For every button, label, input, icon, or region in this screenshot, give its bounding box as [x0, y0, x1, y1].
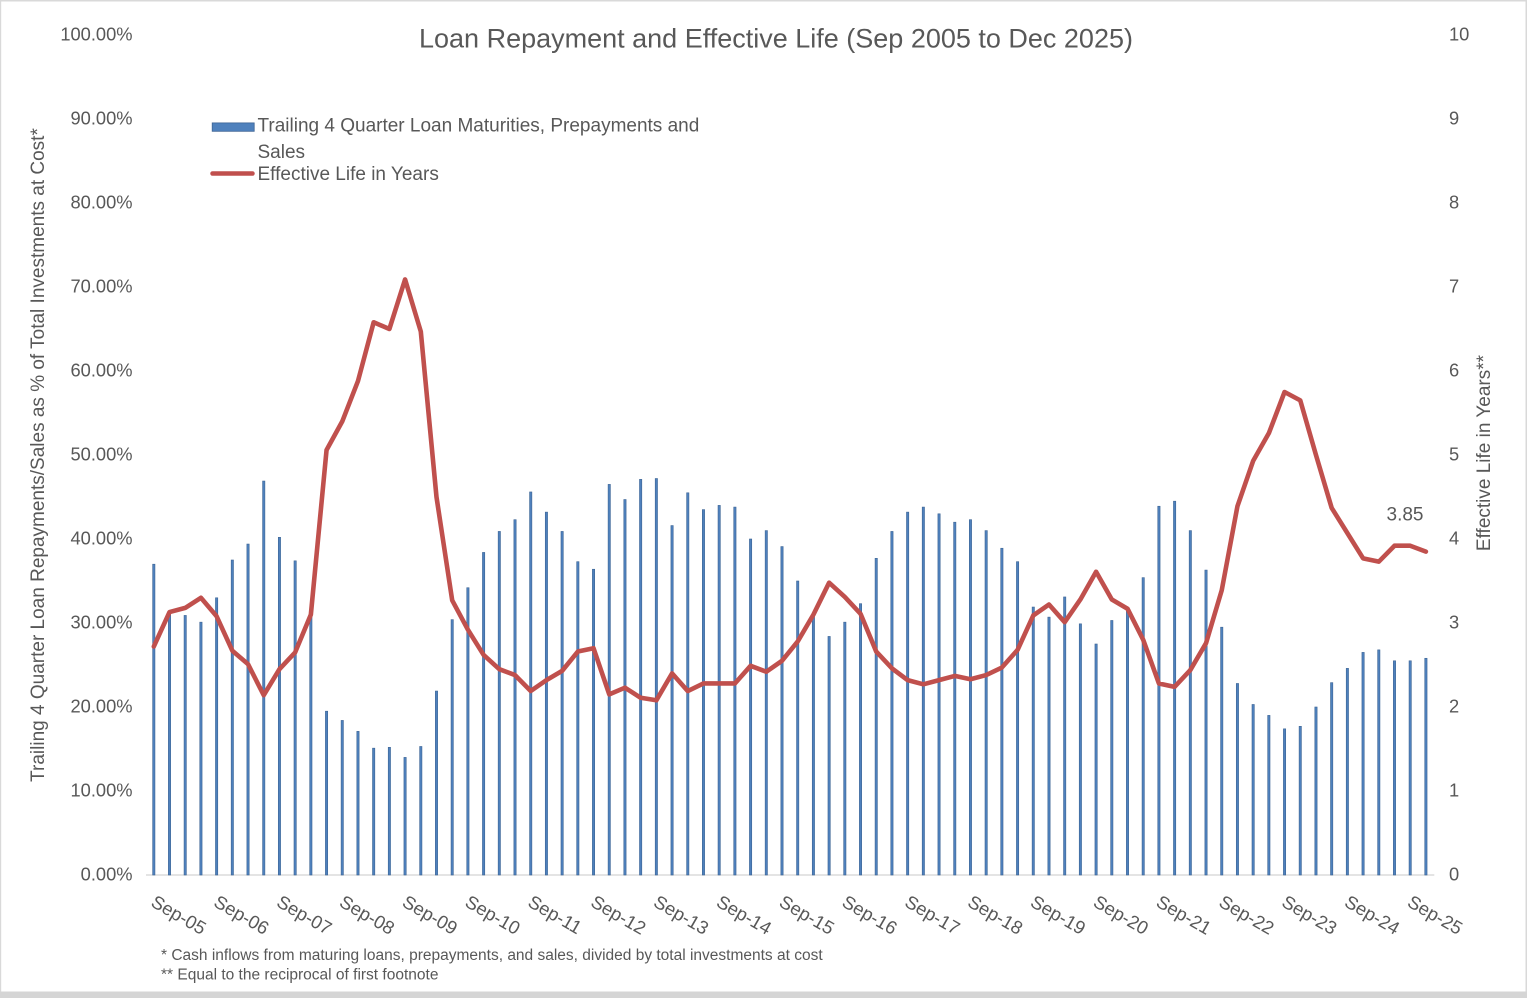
svg-text:Sep-22: Sep-22: [1216, 891, 1278, 939]
svg-text:* Cash inflows from maturing l: * Cash inflows from maturing loans, prep…: [161, 947, 823, 964]
svg-text:6: 6: [1449, 359, 1459, 380]
svg-text:Effective Life in Years**: Effective Life in Years**: [1474, 354, 1495, 551]
svg-text:Effective Life in Years: Effective Life in Years: [258, 164, 439, 185]
svg-text:0: 0: [1449, 863, 1459, 884]
svg-text:60.00%: 60.00%: [70, 359, 132, 380]
svg-text:Loan Repayment and Effective L: Loan Repayment and Effective Life (Sep 2…: [419, 24, 1133, 54]
svg-text:Sep-05: Sep-05: [148, 891, 210, 939]
svg-text:Sep-11: Sep-11: [525, 891, 586, 938]
svg-text:Sep-25: Sep-25: [1404, 891, 1466, 939]
svg-text:Trailing 4 Quarter Loan Repaym: Trailing 4 Quarter Loan Repayments/Sales…: [28, 128, 49, 782]
svg-text:Sep-18: Sep-18: [964, 891, 1026, 939]
svg-text:** Equal to the reciprocal of: ** Equal to the reciprocal of first foot…: [161, 967, 438, 984]
svg-text:Sep-06: Sep-06: [211, 891, 273, 939]
svg-text:Sep-19: Sep-19: [1027, 891, 1089, 939]
svg-text:Sep-10: Sep-10: [462, 891, 524, 939]
svg-text:Sep-08: Sep-08: [336, 891, 398, 939]
svg-text:1: 1: [1449, 779, 1459, 800]
svg-text:Sales: Sales: [258, 142, 306, 163]
svg-text:70.00%: 70.00%: [70, 275, 132, 296]
svg-text:2: 2: [1449, 695, 1459, 716]
svg-text:50.00%: 50.00%: [70, 443, 132, 464]
svg-text:0.00%: 0.00%: [81, 863, 133, 884]
svg-text:3: 3: [1449, 611, 1459, 632]
svg-text:4: 4: [1449, 527, 1459, 548]
svg-text:Sep-09: Sep-09: [399, 891, 461, 939]
svg-text:Sep-15: Sep-15: [776, 891, 838, 939]
svg-text:Sep-23: Sep-23: [1278, 891, 1340, 939]
svg-text:8: 8: [1449, 191, 1459, 212]
svg-text:7: 7: [1449, 275, 1459, 296]
svg-text:9: 9: [1449, 107, 1459, 128]
svg-text:10: 10: [1449, 23, 1469, 44]
svg-text:Sep-21: Sep-21: [1153, 891, 1215, 939]
svg-text:40.00%: 40.00%: [70, 527, 132, 548]
svg-text:Sep-12: Sep-12: [587, 891, 649, 939]
svg-text:10.00%: 10.00%: [70, 779, 132, 800]
svg-text:Sep-14: Sep-14: [713, 891, 775, 939]
svg-text:Sep-13: Sep-13: [650, 891, 712, 939]
svg-text:90.00%: 90.00%: [70, 107, 132, 128]
svg-text:3.85: 3.85: [1387, 504, 1424, 525]
svg-text:5: 5: [1449, 443, 1459, 464]
svg-text:Sep-24: Sep-24: [1341, 891, 1403, 939]
svg-text:Sep-16: Sep-16: [839, 891, 901, 939]
svg-text:20.00%: 20.00%: [70, 695, 132, 716]
svg-text:Sep-17: Sep-17: [902, 891, 964, 939]
svg-text:Sep-07: Sep-07: [273, 891, 335, 939]
svg-text:30.00%: 30.00%: [70, 611, 132, 632]
svg-text:80.00%: 80.00%: [70, 191, 132, 212]
svg-text:Sep-20: Sep-20: [1090, 891, 1152, 939]
svg-text:Trailing 4 Quarter Loan Maturi: Trailing 4 Quarter Loan Maturities, Prep…: [258, 116, 700, 137]
svg-text:100.00%: 100.00%: [60, 23, 132, 44]
